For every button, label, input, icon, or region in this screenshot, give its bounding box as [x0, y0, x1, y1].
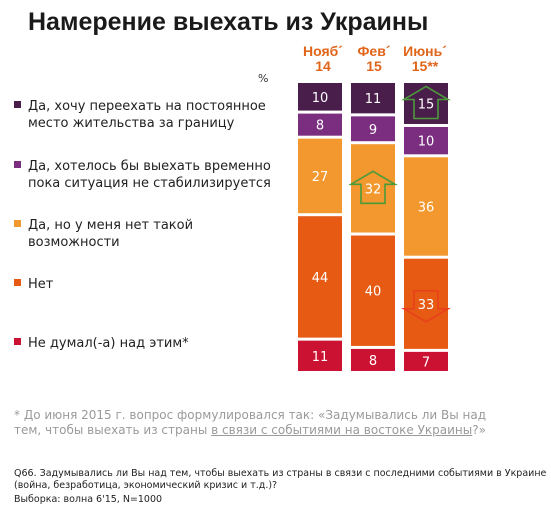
bar-segment: [298, 216, 342, 338]
bar-segment: [351, 83, 395, 114]
bar-segment: [298, 340, 342, 371]
bar-value-label: 32: [365, 182, 382, 197]
bar-value-label: 15: [418, 97, 435, 112]
column-header-line: 14: [315, 58, 331, 74]
legend-label: Не думал(-а) над этим*: [28, 335, 283, 352]
bar-value-label: 11: [312, 350, 329, 365]
column-header-nov14: Нояб´ 14: [295, 44, 351, 74]
column-header-line: Нояб´: [303, 43, 343, 59]
bar-segment: [404, 157, 448, 256]
bar-value-label: 40: [365, 285, 382, 300]
bar-segment: [351, 116, 395, 142]
column-header-line: Июнь´: [403, 43, 447, 59]
legend-swatch: [14, 161, 21, 168]
footnote-underlined-text: в связи с событиями на востоке Украины: [211, 423, 473, 437]
column-header-feb15: Фев´ 15: [346, 44, 402, 74]
bar-value-label: 44: [312, 271, 329, 286]
sample-text: Выборка: волна 6'15, N=1000: [14, 494, 163, 505]
footnote: * До июня 2015 г. вопрос формулировался …: [14, 408, 514, 438]
bar-segment: [351, 144, 395, 233]
legend-line: Да, но у меня нет такой: [28, 218, 194, 233]
legend-line: возможности: [28, 235, 120, 250]
bar-value-label: 11: [365, 92, 382, 107]
bar-segment: [404, 126, 448, 155]
arrow-up-icon: [348, 170, 398, 205]
legend-label: Да, но у меня нет такой возможности: [28, 217, 283, 251]
arrow-down-icon: [401, 289, 451, 323]
question-text: Q66. Задумывались ли Вы над тем, чтобы в…: [14, 468, 547, 491]
legend-line: место жительства за границу: [28, 116, 235, 131]
legend-swatch: [14, 101, 21, 108]
bar-value-label: 27: [312, 170, 329, 185]
bar-value-label: 8: [369, 354, 377, 369]
footnote-text: * До июня 2015 г. вопрос формулировался …: [14, 408, 487, 437]
bar-value-label: 10: [418, 135, 435, 150]
column-header-line: 15**: [411, 58, 439, 74]
bar-value-label: 7: [422, 355, 430, 370]
legend-line: Да, хотелось бы выехать временно: [28, 159, 271, 174]
bar-segment: [298, 138, 342, 214]
legend-swatch: [14, 338, 21, 345]
bar-value-label: 33: [418, 298, 435, 313]
legend-line: Да, хочу переехать на постоянное: [28, 99, 266, 114]
chart-title: Намерение выехать из Украины: [28, 8, 429, 36]
bar-segment: [298, 113, 342, 136]
bar-segment: [404, 351, 448, 371]
bar-segment: [404, 258, 448, 349]
column-header-line: Фев´: [357, 43, 391, 59]
footnote-text-end: ?»: [472, 423, 486, 437]
bar-value-label: 8: [316, 119, 324, 134]
bar-value-label: 10: [312, 91, 329, 106]
bar-segment: [298, 83, 342, 111]
column-header-jun15: Июнь´ 15**: [397, 44, 453, 74]
bar-value-label: 36: [418, 201, 435, 216]
legend-swatch: [14, 279, 21, 286]
unit-label: %: [258, 72, 269, 85]
legend-swatch: [14, 220, 21, 227]
column-header-line: 15: [366, 58, 382, 74]
legend-line: Не думал(-а) над этим*: [28, 336, 189, 351]
bar-value-label: 9: [369, 123, 377, 138]
legend-line: Нет: [28, 277, 54, 292]
arrow-up-icon: [401, 85, 451, 120]
bar-segment: [351, 235, 395, 346]
legend-label: Да, хотелось бы выехать временно пока си…: [28, 158, 283, 192]
legend-label: Нет: [28, 276, 283, 293]
legend-label: Да, хочу переехать на постоянное место ж…: [28, 98, 283, 132]
bar-segment: [404, 83, 448, 124]
legend-line: пока ситуация не стабилизируется: [28, 176, 271, 191]
bar-segment: [351, 348, 395, 371]
